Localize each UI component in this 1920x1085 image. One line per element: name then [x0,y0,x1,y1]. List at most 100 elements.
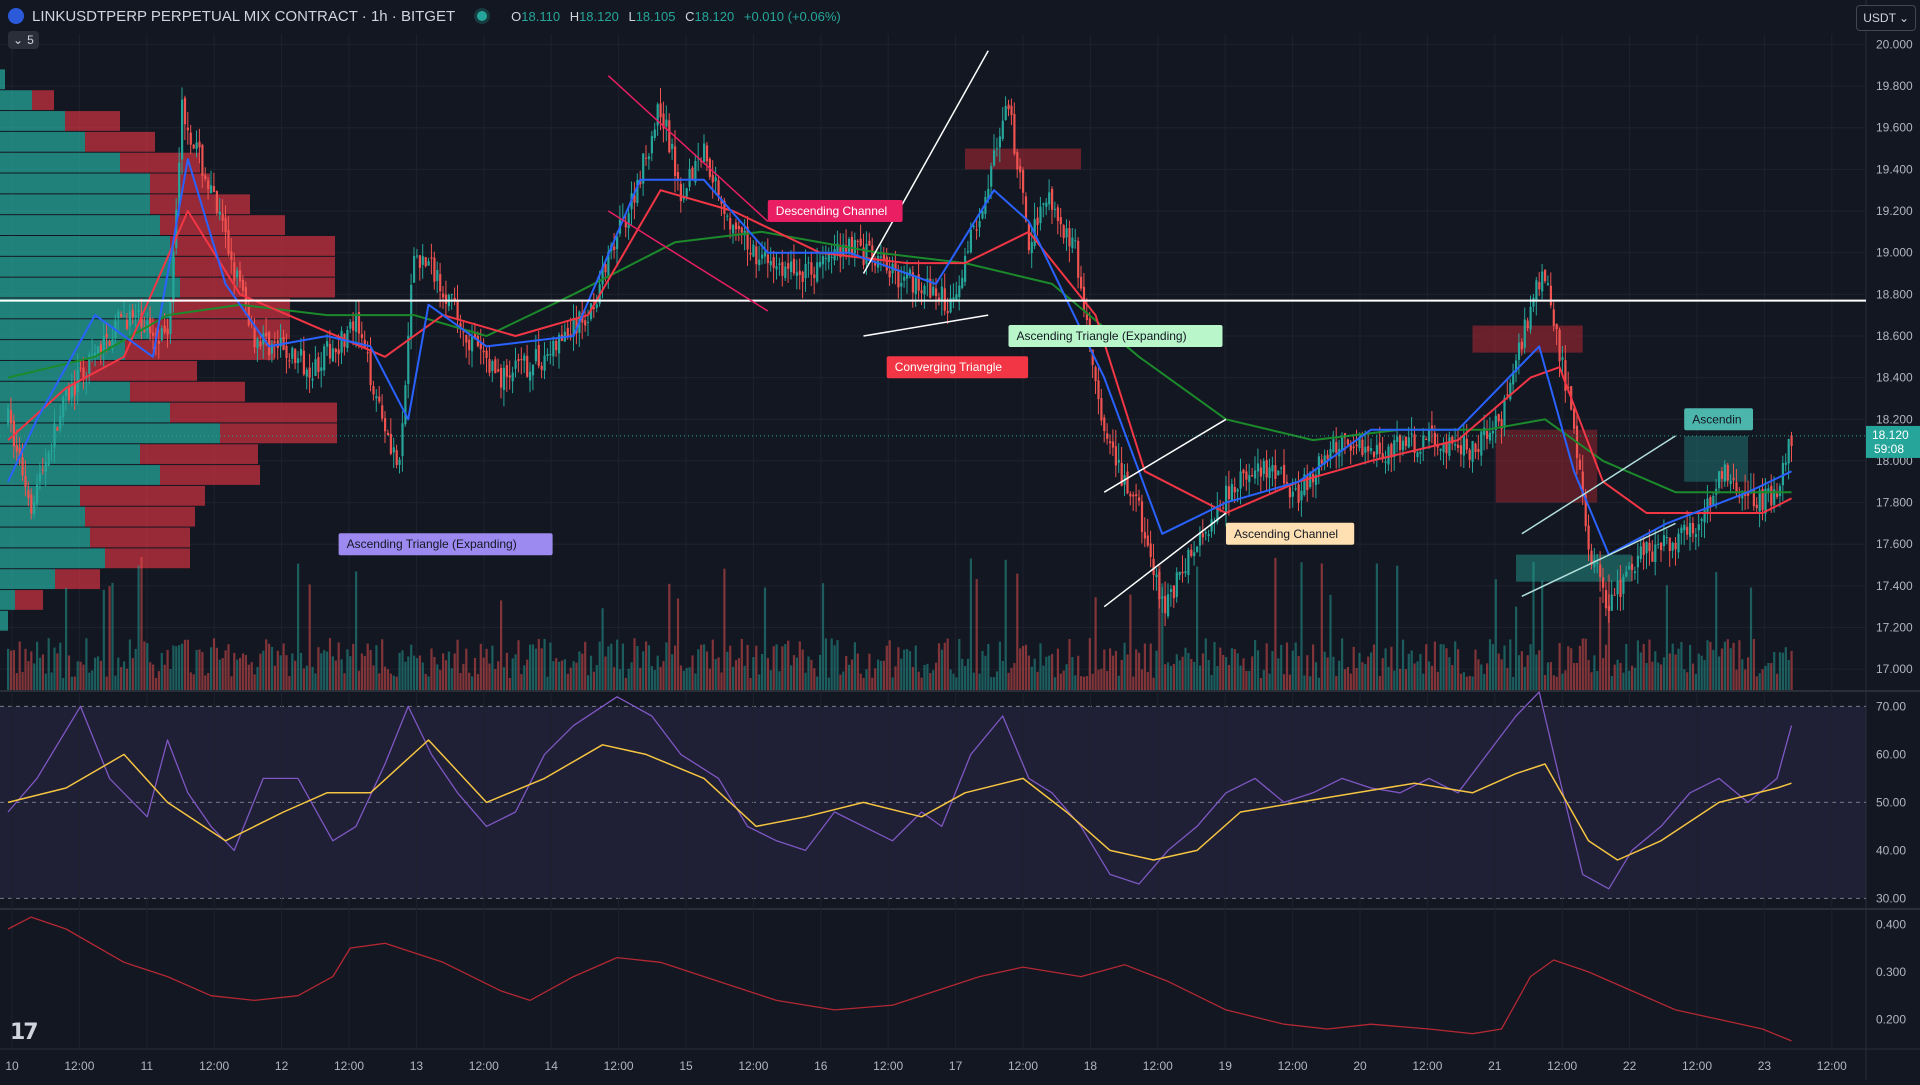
volume-bar [763,587,767,690]
candle-body [888,270,891,278]
candle-body [1642,542,1645,555]
candle-body [613,246,616,251]
volume-bar [1062,670,1065,690]
volume-bar [262,650,265,690]
candle-body [233,262,236,281]
candle-body [1300,490,1303,501]
volume-bar [647,645,651,690]
candle-body [659,103,662,118]
candle-body [529,371,532,381]
volume-bar [1454,641,1457,690]
volume-bar [827,677,830,690]
candle-body [166,328,169,335]
candle-body [813,274,816,279]
candle-body [1355,444,1358,447]
volume-bar [584,641,587,690]
volume-bar [1248,670,1251,690]
candle-body [1375,445,1378,455]
candle-body [946,311,949,314]
candle-body [534,349,537,362]
volume-bar [1625,643,1628,690]
volume-bar [1486,663,1489,690]
bar-countdown: 59:08 [1874,442,1904,456]
time-tick-label: 12:00 [873,1059,903,1073]
volume-bar [1103,649,1106,690]
volume-bar [94,657,97,690]
volume-bar [1628,670,1631,690]
volume-profile-sell-bar [125,340,275,360]
volume-bar [346,649,349,690]
candle-body [1561,357,1564,360]
volume-bar [1764,665,1767,690]
candle-body [56,427,59,431]
price-tick-label: 18.200 [1876,412,1913,426]
volume-bar [195,649,198,690]
volume-bar [253,674,256,690]
candle-body [1184,571,1187,574]
ohlc-low-value: 18.105 [635,8,676,24]
volume-bar [1709,641,1712,690]
candle-body [1544,269,1547,282]
volume-bar [1375,563,1378,690]
candle-body [378,396,381,402]
candle-body [1326,454,1329,460]
candle-body [1100,398,1103,421]
candle-body [1126,471,1129,494]
candle-body [59,416,62,429]
volume-bar [850,659,854,690]
volume-bar [859,673,862,690]
candle-body [903,276,906,281]
volume-bar [1285,642,1289,690]
volume-bar [1694,674,1697,690]
volume-bar [639,667,642,690]
indicators-collapse-button[interactable]: ⌄ 5 [8,31,39,49]
volume-bar [108,586,111,690]
candle-body [807,262,810,264]
candle-body [798,270,801,276]
candle-body [384,418,387,432]
volume-bar [302,668,305,690]
currency-select[interactable]: USDT ⌄ [1856,5,1916,31]
time-tick-label: 22 [1623,1059,1637,1073]
candle-body [1242,469,1245,474]
price-tick-label: 19.800 [1876,79,1913,93]
candle-body [143,329,146,332]
volume-bar [642,651,645,690]
candle-body [424,257,427,267]
symbol-title[interactable]: LINKUSDTPERP PERPETUAL MIX CONTRACT · 1h… [32,7,456,25]
volume-bar [143,641,146,690]
volume-bar [607,646,610,690]
candle-body [740,227,743,233]
pattern-label: Ascending Triangle (Expanding) [347,537,517,551]
candle-body [386,432,390,436]
candle-body [1477,448,1480,452]
candle-body [1541,271,1544,292]
volume-bar [1329,594,1332,690]
candle-body [1584,494,1587,527]
volume-bar [482,657,485,690]
volume-bar [1494,579,1497,690]
candle-body [291,347,294,359]
candle-body [1610,594,1613,611]
volume-bar [169,669,172,690]
volume-bar [125,668,129,690]
tradingview-logo-icon[interactable]: 17 [10,1020,39,1045]
volume-bar [1393,670,1396,690]
candle-body [1196,546,1199,552]
volume-bar [1370,652,1373,690]
volume-bar [218,659,221,690]
time-tick-label: 12:00 [1278,1059,1308,1073]
price-tick-label: 17.800 [1876,496,1913,510]
candle-body [790,261,793,273]
volume-bar [456,639,459,690]
price-tick-label: 17.600 [1876,537,1913,551]
volume-bar [1697,653,1700,690]
volume-bar [676,598,680,690]
volume-bar [424,674,427,690]
volume-bar [1599,596,1602,690]
candle-body [1323,455,1326,465]
volume-bar [1387,666,1390,690]
candle-body [1230,484,1233,501]
